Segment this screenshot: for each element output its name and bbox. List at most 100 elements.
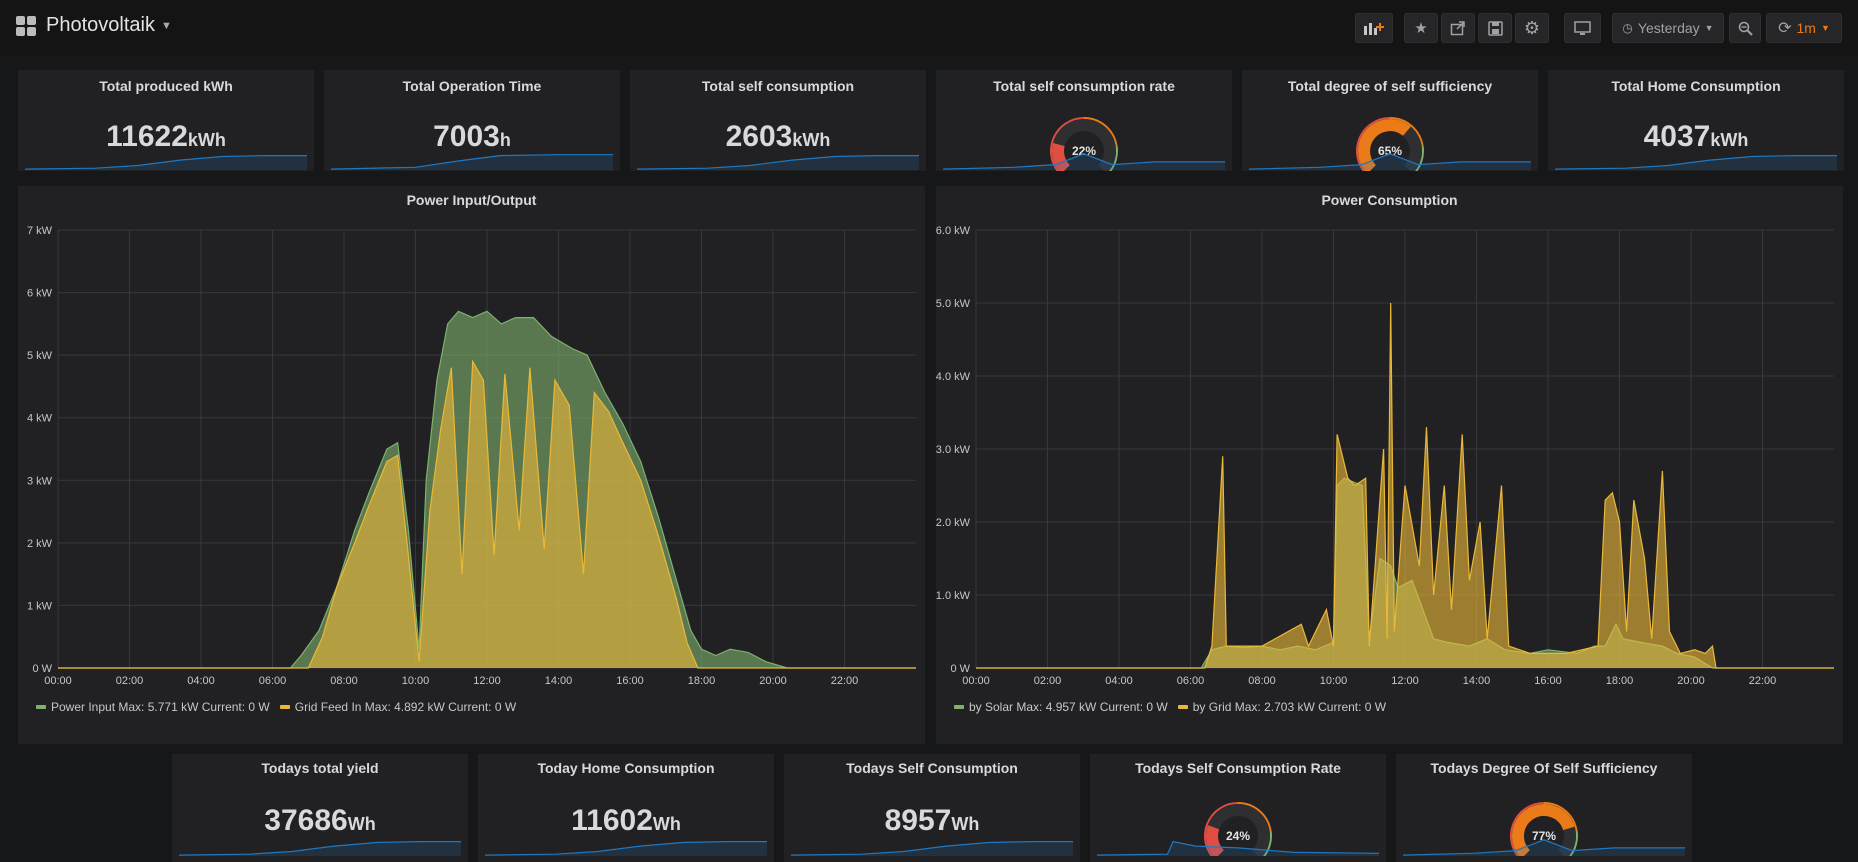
y-tick-label: 5 kW <box>27 350 53 362</box>
legend-label: Power Input Max: 5.771 kW Current: 0 W <box>51 700 270 714</box>
gauge-panel-self-consumption-rate: Total self consumption rate 22% <box>936 70 1232 171</box>
panel-title: Total Operation Time <box>402 78 542 94</box>
panel-title: Total degree of self sufficiency <box>1287 78 1493 94</box>
settings-button[interactable]: ⚙ <box>1515 13 1549 43</box>
zoom-out-button[interactable] <box>1729 13 1761 43</box>
gauge-threshold-red <box>1050 117 1085 171</box>
legend-label: by Grid Max: 2.703 kW Current: 0 W <box>1192 700 1387 714</box>
sparkline <box>485 840 767 856</box>
gauge-panel-self-sufficiency: Total degree of self sufficiency 65% <box>1242 70 1538 171</box>
stat-number: 8957 <box>884 804 952 837</box>
power-io-chart: 0 W 1 kW 2 kW 3 kW 4 kW 5 kW 6 kW 7 kW 00:00 02:0… <box>27 225 916 687</box>
sparkline-line <box>1097 840 1379 856</box>
sparkline-area <box>1249 153 1531 170</box>
sparkline-line <box>25 154 307 170</box>
panel-title: Power Consumption <box>1321 192 1458 208</box>
gauge-value-arc <box>1512 804 1575 856</box>
dashboard-title: Photovoltaik <box>46 14 155 36</box>
panel-title: Todays total yield <box>261 760 379 776</box>
sparkline-line <box>943 153 1225 170</box>
caret-down-icon: ▼ <box>1820 23 1830 33</box>
sparkline-area <box>943 153 1225 170</box>
stat-value: 2603kWh <box>630 120 926 154</box>
x-tick-label: 00:00 <box>44 675 72 687</box>
panel-title: Power Input/Output <box>406 192 537 208</box>
sparkline <box>1097 840 1379 856</box>
gauge: 77% <box>1510 802 1578 856</box>
sparkline <box>25 154 307 170</box>
sparkline-line <box>1555 154 1837 170</box>
top-navbar: Photovoltaik ▼ ★ ⚙ ◷ Yesterday ▼ ⟳ 1m ▼ <box>0 0 1858 56</box>
y-tick-label: 0 W <box>950 663 970 675</box>
time-range-label: Yesterday <box>1637 20 1700 36</box>
y-tick-label: 7 kW <box>27 225 53 237</box>
x-tick-label: 08:00 <box>330 675 358 687</box>
sparkline <box>1249 153 1531 170</box>
save-button[interactable] <box>1478 13 1512 43</box>
stat-value: 37686Wh <box>172 804 468 838</box>
series-line-by-grid <box>976 302 1834 669</box>
x-tick-label: 16:00 <box>616 675 644 687</box>
gauge-panel-todays-self-sufficiency: Todays Degree Of Self Sufficiency 77% <box>1396 754 1692 862</box>
stat-value: 8957Wh <box>784 804 1080 838</box>
stat-unit: kWh <box>792 130 831 150</box>
stat-number: 11622 <box>106 120 188 153</box>
gauge-value-text: 24% <box>1226 829 1250 843</box>
gauge-panel-todays-self-consumption-rate: Todays Self Consumption Rate 24% <box>1090 754 1386 862</box>
add-panel-icon <box>1364 23 1384 35</box>
x-tick-label: 08:00 <box>1248 675 1276 687</box>
legend-item-power-input[interactable]: Power Input Max: 5.771 kW Current: 0 W <box>36 700 270 714</box>
refresh-button[interactable]: ⟳ 1m ▼ <box>1766 13 1842 43</box>
x-tick-label: 18:00 <box>688 675 716 687</box>
sparkline-line <box>331 154 613 170</box>
y-tick-label: 0 W <box>32 663 52 675</box>
sparkline-area <box>1097 841 1379 856</box>
x-tick-label: 02:00 <box>1034 675 1062 687</box>
x-tick-label: 18:00 <box>1606 675 1634 687</box>
stat-number: 4037 <box>1643 120 1711 153</box>
legend-label: by Solar Max: 4.957 kW Current: 0 W <box>969 700 1168 714</box>
stat-value: 11622kWh <box>18 120 314 154</box>
stat-panel-total-produced: Total produced kWh 11622kWh <box>18 70 314 171</box>
series-line-grid-feed-in <box>58 359 916 669</box>
dashboard-picker[interactable]: Photovoltaik ▼ <box>16 14 172 37</box>
refresh-icon: ⟳ <box>1778 20 1792 37</box>
gauge: 65% <box>1356 117 1424 171</box>
stat-panel-operation-time: Total Operation Time 7003h <box>324 70 620 171</box>
gauge-value-arc <box>1206 825 1225 856</box>
stat-panel-todays-yield: Todays total yield 37686Wh <box>172 754 468 862</box>
sparkline-area <box>637 155 919 170</box>
time-picker-button[interactable]: ◷ Yesterday ▼ <box>1612 13 1724 43</box>
gauge-threshold-green <box>1262 830 1272 856</box>
add-panel-button[interactable] <box>1355 13 1393 43</box>
stat-unit: kWh <box>187 130 226 150</box>
gauge-value-text: 22% <box>1072 144 1096 158</box>
legend-swatch <box>279 705 290 709</box>
sparkline-area <box>179 841 461 856</box>
legend-swatch <box>954 705 964 709</box>
y-tick-label: 4.0 kW <box>936 371 971 383</box>
legend-swatch <box>1177 705 1188 709</box>
tv-mode-button[interactable] <box>1564 13 1601 43</box>
gauge: 22% <box>1050 117 1118 171</box>
stat-unit: Wh <box>951 814 980 834</box>
refresh-interval-label: 1m <box>1796 20 1816 36</box>
legend-item-by-grid[interactable]: by Grid Max: 2.703 kW Current: 0 W <box>1177 700 1387 714</box>
stat-number: 2603 <box>725 120 793 153</box>
caret-down-icon: ▼ <box>160 19 172 32</box>
x-tick-label: 20:00 <box>759 675 787 687</box>
legend-item-by-solar[interactable]: by Solar Max: 4.957 kW Current: 0 W <box>954 700 1168 714</box>
gauge-value-text: 77% <box>1532 829 1556 843</box>
save-icon <box>1487 20 1503 36</box>
sparkline <box>791 840 1073 856</box>
y-tick-label: 1 kW <box>27 600 53 612</box>
y-tick-label: 6 kW <box>27 288 53 300</box>
series-area-grid-feed-in <box>58 361 916 668</box>
share-button[interactable] <box>1441 13 1475 43</box>
star-button[interactable]: ★ <box>1404 13 1438 43</box>
sparkline-line <box>179 840 461 856</box>
legend-item-grid-feed-in[interactable]: Grid Feed In Max: 4.892 kW Current: 0 W <box>279 700 516 714</box>
gauge-threshold-orange <box>1389 117 1424 147</box>
stat-panel-self-consumption: Total self consumption 2603kWh <box>630 70 926 171</box>
gauge-threshold-green <box>1568 830 1578 856</box>
